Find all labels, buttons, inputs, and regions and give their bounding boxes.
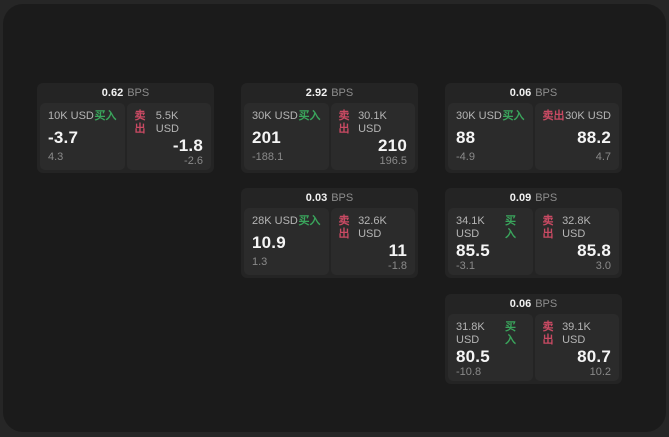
buy-amount: 34.1K USD [456,215,485,240]
sell-amount: 30.1K USD [358,110,387,135]
sell-change: 196.5 [379,155,407,167]
sell-change: -2.6 [184,155,203,167]
spread-bps-value: 0.62 [101,87,124,99]
sell-change: -1.8 [388,260,407,272]
sell-side-label: 卖出 [542,321,554,346]
spread-bps-value: 0.03 [305,192,328,204]
sell-side-label: 卖出 [542,110,565,122]
sell-side-label: 卖出 [338,215,350,240]
quote-card: 0.06 BPS 30K USD 买入 88 -4.9 卖出 30K USD 8… [445,83,622,173]
sell-side-label: 卖出 [542,215,554,240]
quote-card: 2.92 BPS 30K USD 买入 201 -188.1 卖出 30.1K … [241,83,418,173]
sell-tile[interactable]: 卖出 30K USD 88.2 4.7 [534,103,619,170]
quote-card: 0.09 BPS 34.1K USD 买入 85.5 -3.1 卖出 32.8K… [445,188,622,278]
sell-price: -1.8 [172,136,203,155]
buy-tile[interactable]: 10K USD 买入 -3.7 4.3 [40,103,125,170]
sell-amount: 30K USD [565,110,611,122]
buy-side-label: 买入 [298,215,321,227]
sell-tile[interactable]: 卖出 32.8K USD 85.8 3.0 [534,208,619,275]
buy-change: -10.8 [456,366,482,378]
spread-header: 0.06 BPS [448,294,619,314]
buy-side-label: 买入 [504,321,516,346]
buy-price: 10.9 [252,232,286,252]
sell-tile[interactable]: 卖出 32.6K USD 11 -1.8 [330,208,415,275]
buy-amount: 10K USD [48,110,94,122]
buy-amount: 30K USD [252,110,298,122]
sell-tile[interactable]: 卖出 30.1K USD 210 196.5 [330,103,415,170]
buy-price: 201 [252,127,281,147]
buy-price: 88 [456,127,476,147]
buy-side-label: 买入 [502,110,525,122]
buy-change: -4.9 [456,151,475,163]
quote-card: 0.62 BPS 10K USD 买入 -3.7 4.3 卖出 5.5K USD… [37,83,214,173]
spread-bps-unit: BPS [127,87,150,99]
sell-price: 85.8 [577,241,611,260]
quote-card: 0.03 BPS 28K USD 买入 10.9 1.3 卖出 32.6K US… [241,188,418,278]
buy-tile[interactable]: 28K USD 买入 10.9 1.3 [244,208,329,275]
buy-change: -188.1 [252,151,284,163]
sell-side-label: 卖出 [338,110,350,135]
buy-side-label: 买入 [504,215,516,240]
sell-change: 3.0 [595,260,611,272]
buy-amount: 30K USD [456,110,502,122]
sell-price: 88.2 [577,127,611,147]
sell-amount: 39.1K USD [562,321,591,346]
spread-bps-value: 0.06 [509,298,532,310]
buy-side-label: 买入 [298,110,321,122]
spread-header: 0.06 BPS [448,83,619,103]
spread-header: 2.92 BPS [244,83,415,103]
spread-bps-unit: BPS [331,87,354,99]
sell-side-label: 卖出 [134,110,146,135]
spread-bps-unit: BPS [535,192,558,204]
sell-tile[interactable]: 卖出 5.5K USD -1.8 -2.6 [126,103,211,170]
spread-bps-value: 0.09 [509,192,532,204]
spread-bps-value: 2.92 [305,87,328,99]
buy-tile[interactable]: 30K USD 买入 201 -188.1 [244,103,329,170]
sell-amount: 5.5K USD [155,110,179,135]
sell-change: 10.2 [589,366,611,378]
buy-tile[interactable]: 34.1K USD 买入 85.5 -3.1 [448,208,533,275]
buy-price: 85.5 [456,241,490,260]
buy-change: 1.3 [252,256,268,268]
sell-amount: 32.6K USD [358,215,387,240]
spread-header: 0.03 BPS [244,188,415,208]
buy-change: 4.3 [48,151,64,163]
spread-bps-unit: BPS [535,87,558,99]
buy-tile[interactable]: 30K USD 买入 88 -4.9 [448,103,533,170]
buy-amount: 28K USD [252,215,298,227]
buy-price: 80.5 [456,347,490,366]
buy-change: -3.1 [456,260,475,272]
buy-price: -3.7 [48,127,79,147]
sell-price: 11 [388,241,407,260]
buy-side-label: 买入 [94,110,117,122]
sell-price: 80.7 [577,347,611,366]
quote-card: 0.06 BPS 31.8K USD 买入 80.5 -10.8 卖出 39.1… [445,294,622,384]
spread-bps-unit: BPS [535,298,558,310]
buy-tile[interactable]: 31.8K USD 买入 80.5 -10.8 [448,314,533,381]
sell-price: 210 [378,136,407,155]
spread-header: 0.09 BPS [448,188,619,208]
sell-amount: 32.8K USD [562,215,591,240]
buy-amount: 31.8K USD [456,321,485,346]
sell-change: 4.7 [595,151,611,163]
spread-header: 0.62 BPS [40,83,211,103]
sell-tile[interactable]: 卖出 39.1K USD 80.7 10.2 [534,314,619,381]
spread-bps-value: 0.06 [509,87,532,99]
spread-bps-unit: BPS [331,192,354,204]
